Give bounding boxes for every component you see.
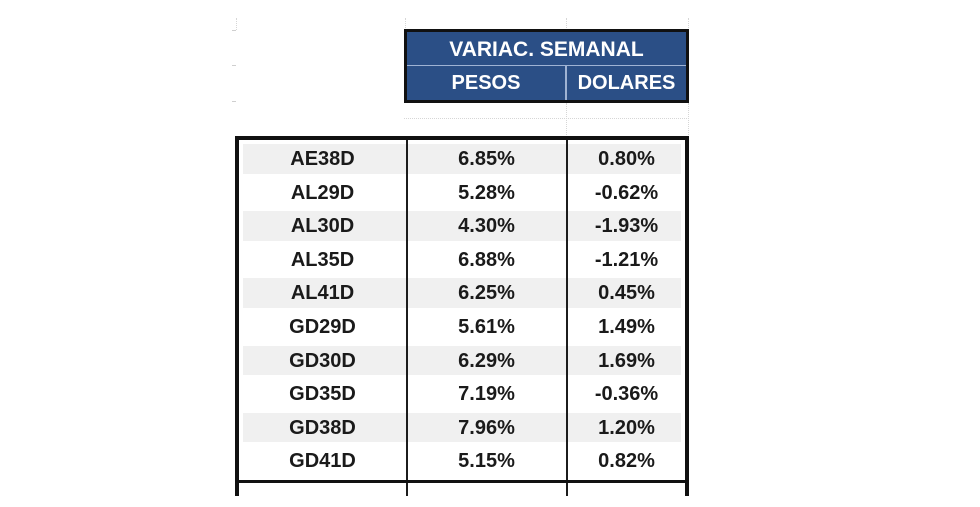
gridline [232,30,236,31]
cell-pesos: 5.61% [458,316,515,338]
cell-pesos: 5.28% [458,181,515,204]
gridline [688,18,689,30]
header-divider [407,65,686,66]
gridline [688,103,689,137]
cell-ticker: AL41D [290,282,355,305]
header-column-divider [565,66,567,100]
table-row: GD30D 6.29% 1.69% [239,344,685,378]
cell-ticker: GD38D [289,416,356,439]
cell-pesos: 6.25% [458,282,515,305]
gridline [236,18,237,30]
table-row: AL30D 4.30% -1.93% [239,209,685,243]
row-shade [243,345,681,376]
gridline [566,18,567,30]
cell-dolares: 1.20% [598,416,655,439]
table-row: GD41D 5.15% 0.82% [239,444,685,478]
row-shade [243,412,681,443]
cell-pesos: 7.96% [458,416,515,439]
table-row: AL35D 6.88% -1.21% [239,243,685,277]
cell-dolares: 0.45% [598,282,655,305]
column-separator [406,140,408,496]
table-row: GD38D 7.96% 1.20% [239,411,685,445]
cell-dolares: -0.62% [594,181,659,204]
cell-dolares: -1.93% [594,215,659,238]
cell-ticker: AE38D [290,148,355,170]
cell-dolares: 0.82% [598,450,655,473]
cell-ticker: GD29D [289,316,356,338]
header-block: VARIAC. SEMANAL PESOS DOLARES [404,29,689,103]
cell-pesos: 6.85% [458,148,515,170]
column-separator [566,140,568,496]
table-row: AL41D 6.25% 0.45% [239,276,685,310]
cell-pesos: 6.29% [458,349,515,372]
table-bottom-border [235,480,689,483]
cell-pesos: 5.15% [458,450,515,473]
column-header-dolares: DOLARES [577,72,676,94]
cell-dolares: 1.49% [598,316,655,338]
cell-ticker: AL35D [290,248,355,271]
gridline [405,18,406,30]
table-row: GD35D 7.19% -0.36% [239,377,685,411]
cell-dolares: 1.69% [598,349,655,372]
table-row: AL29D 5.28% -0.62% [239,176,685,210]
gridline [404,118,689,119]
cell-pesos: 6.88% [458,248,515,271]
cell-dolares: 0.80% [598,148,655,170]
gridline [232,101,236,102]
cell-pesos: 4.30% [458,215,515,238]
cell-ticker: GD41D [289,450,356,473]
header-title: VARIAC. SEMANAL [449,38,644,61]
cell-ticker: GD30D [289,349,356,372]
cell-dolares: -0.36% [594,383,659,406]
table-row: GD29D 5.61% 1.49% [239,310,685,344]
column-header-pesos: PESOS [451,72,521,94]
gridline [566,103,567,137]
cell-ticker: AL29D [290,181,355,204]
row-shade [243,278,681,308]
data-table: GD41D 5.15% 0.82% GD38D 7.96% 1.20% GD35D 7.19%… [235,136,689,496]
row-shade [243,144,681,174]
cell-ticker: GD35D [289,383,356,406]
row-shade [243,211,681,241]
cell-dolares: -1.21% [594,248,659,271]
cell-pesos: 7.19% [458,383,515,406]
gridline [232,65,236,66]
table-row: AE38D 6.85% 0.80% [239,142,685,176]
cell-ticker: AL30D [290,215,355,238]
